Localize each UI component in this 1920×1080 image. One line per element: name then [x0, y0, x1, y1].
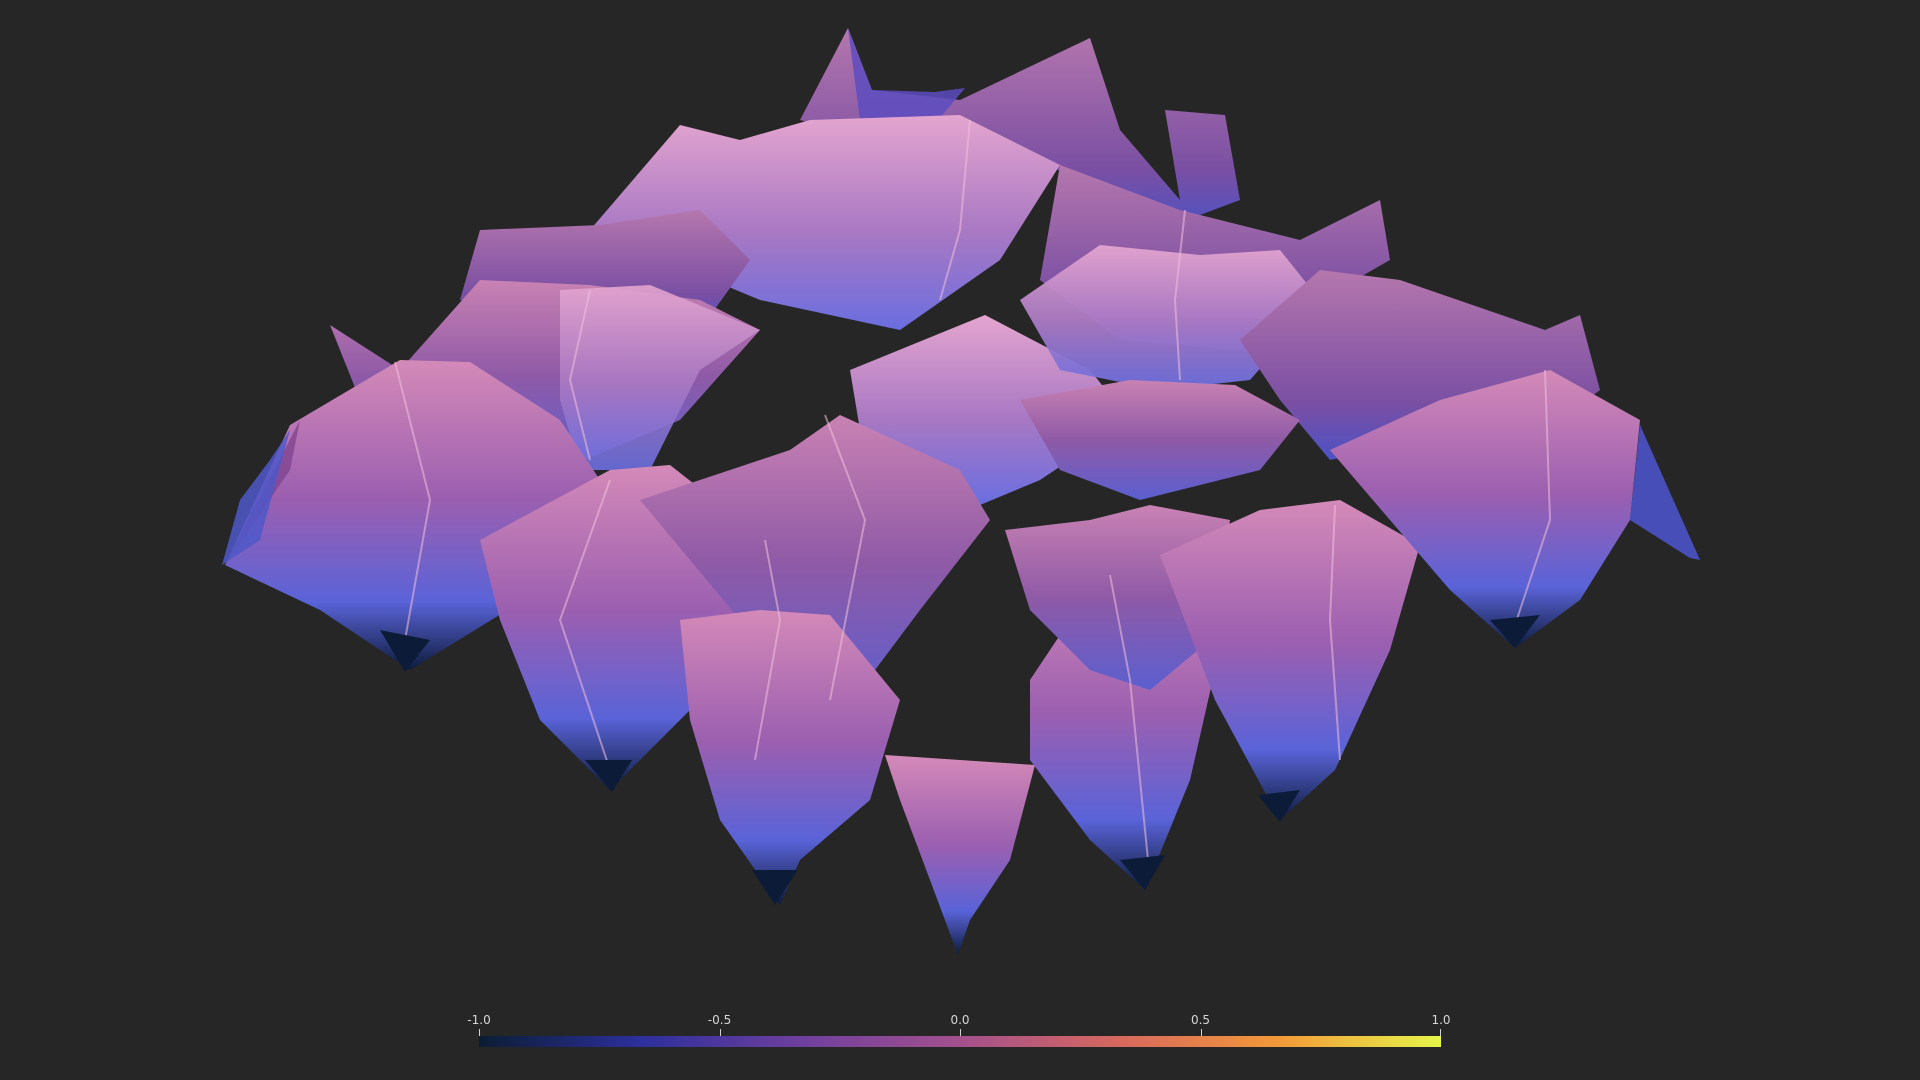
surface-minima-tips: [380, 615, 1540, 905]
colorbar-tick-mark: [1440, 1029, 1441, 1036]
colorbar-gradient: [479, 1036, 1441, 1047]
colorbar-tick-mark: [719, 1029, 721, 1036]
colorbar-tick-label: -0.5: [707, 1013, 732, 1027]
colorbar-tick-label: 0.0: [950, 1013, 970, 1027]
colorbar-tick-mark: [960, 1029, 961, 1036]
colorbar-tick-mark: [479, 1029, 480, 1036]
colorbar-tick-label: -1.0: [467, 1013, 491, 1027]
colorbar-tick-mark: [1200, 1029, 1202, 1036]
colorbar-tick-label: 0.5: [1190, 1013, 1211, 1027]
colorbar: -1.0 -0.5 0.0 0.5 1.0: [467, 1013, 1451, 1048]
surface-highlights: [394, 119, 1552, 881]
surface-front-row: [222, 360, 1700, 955]
colorbar-tick-label: 1.0: [1431, 1013, 1451, 1027]
